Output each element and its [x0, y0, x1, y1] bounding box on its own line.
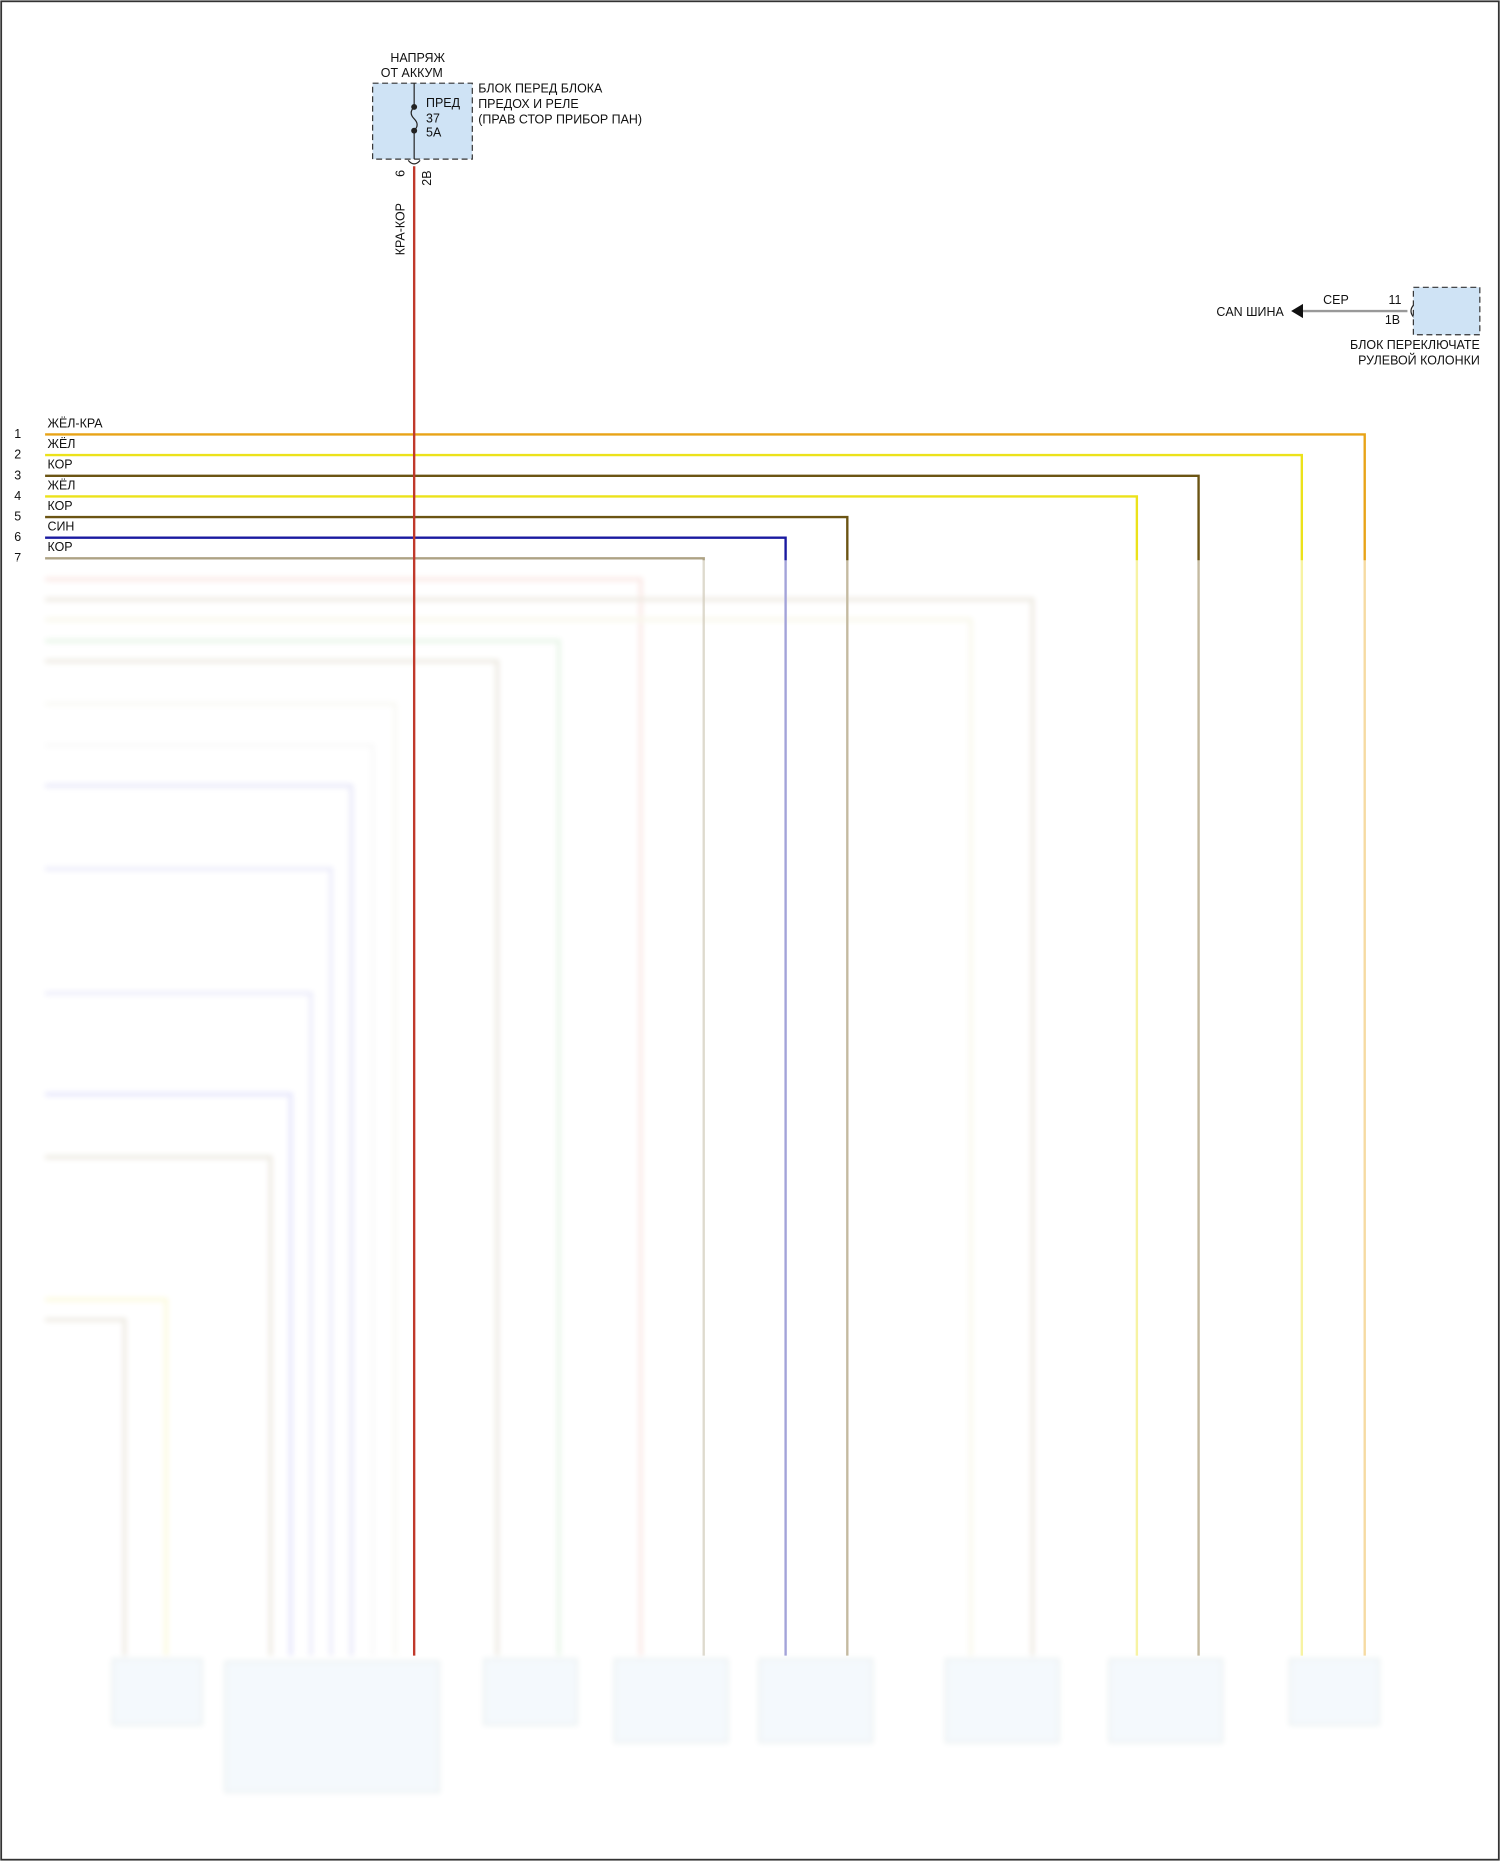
pin-number: 3: [14, 468, 21, 482]
fuse-rating: 5A: [426, 126, 442, 140]
pin-number: 4: [14, 489, 21, 503]
arrow: [1291, 303, 1304, 319]
block-label: РУЛЕВОЙ КОЛОНКИ: [1358, 352, 1480, 367]
wire-color-label: ЖЁЛ: [47, 478, 75, 492]
fuse-number: 37: [426, 111, 440, 125]
blur-veil: [9, 560, 1498, 1854]
fuse-terminal: [411, 127, 418, 134]
wire-color-label: КОР: [47, 458, 72, 472]
battery-label: ОТ АККУМ: [381, 66, 443, 80]
fuse-block: [372, 82, 473, 160]
can-label: CAN ШИНА: [1216, 305, 1284, 319]
wire-color-label: КОР: [47, 540, 72, 554]
block-label: БЛОК ПЕРЕД БЛОКА: [478, 82, 603, 96]
battery-label: НАПРЯЖ: [390, 51, 445, 65]
wire-label: КРА-КОР: [394, 203, 408, 255]
pin-number: 7: [14, 551, 21, 565]
wire-group: 1 ЖЁЛ-КРА 2 ЖЁЛ 3 КОР 4 ЖЁЛ 5 КОР 6 СИН 7 КОР: [9, 416, 1498, 1854]
wire-color-label: КОР: [47, 499, 72, 513]
wire-color-label: ЖЁЛ-КРА: [47, 416, 103, 430]
switch-block: [1412, 286, 1481, 336]
can-wire-label: СЕР: [1323, 293, 1349, 307]
fuse-name: ПРЕД: [426, 96, 461, 110]
pin-number: 5: [14, 510, 21, 524]
connector: [407, 159, 421, 165]
wire-color-label: ЖЁЛ: [47, 437, 75, 451]
pin-number: 2: [14, 448, 21, 462]
pin-label: 11: [1388, 293, 1401, 307]
fuse-terminal: [411, 103, 418, 110]
pin-number: 6: [14, 530, 21, 544]
block-label: ПРЕДОХ И РЕЛЕ: [478, 97, 578, 111]
wire-color-label: СИН: [47, 520, 74, 534]
pin-label: 1B: [1385, 313, 1400, 327]
pin-label: 2B: [420, 171, 434, 186]
pin-label: 6: [394, 170, 408, 177]
pin-number: 1: [14, 427, 21, 441]
block-label: (ПРАВ СТОР ПРИБОР ПАН): [478, 113, 642, 127]
fuse-symbol: [410, 83, 418, 160]
block-label: БЛОК ПЕРЕКЛЮЧАТЕ: [1350, 338, 1480, 352]
